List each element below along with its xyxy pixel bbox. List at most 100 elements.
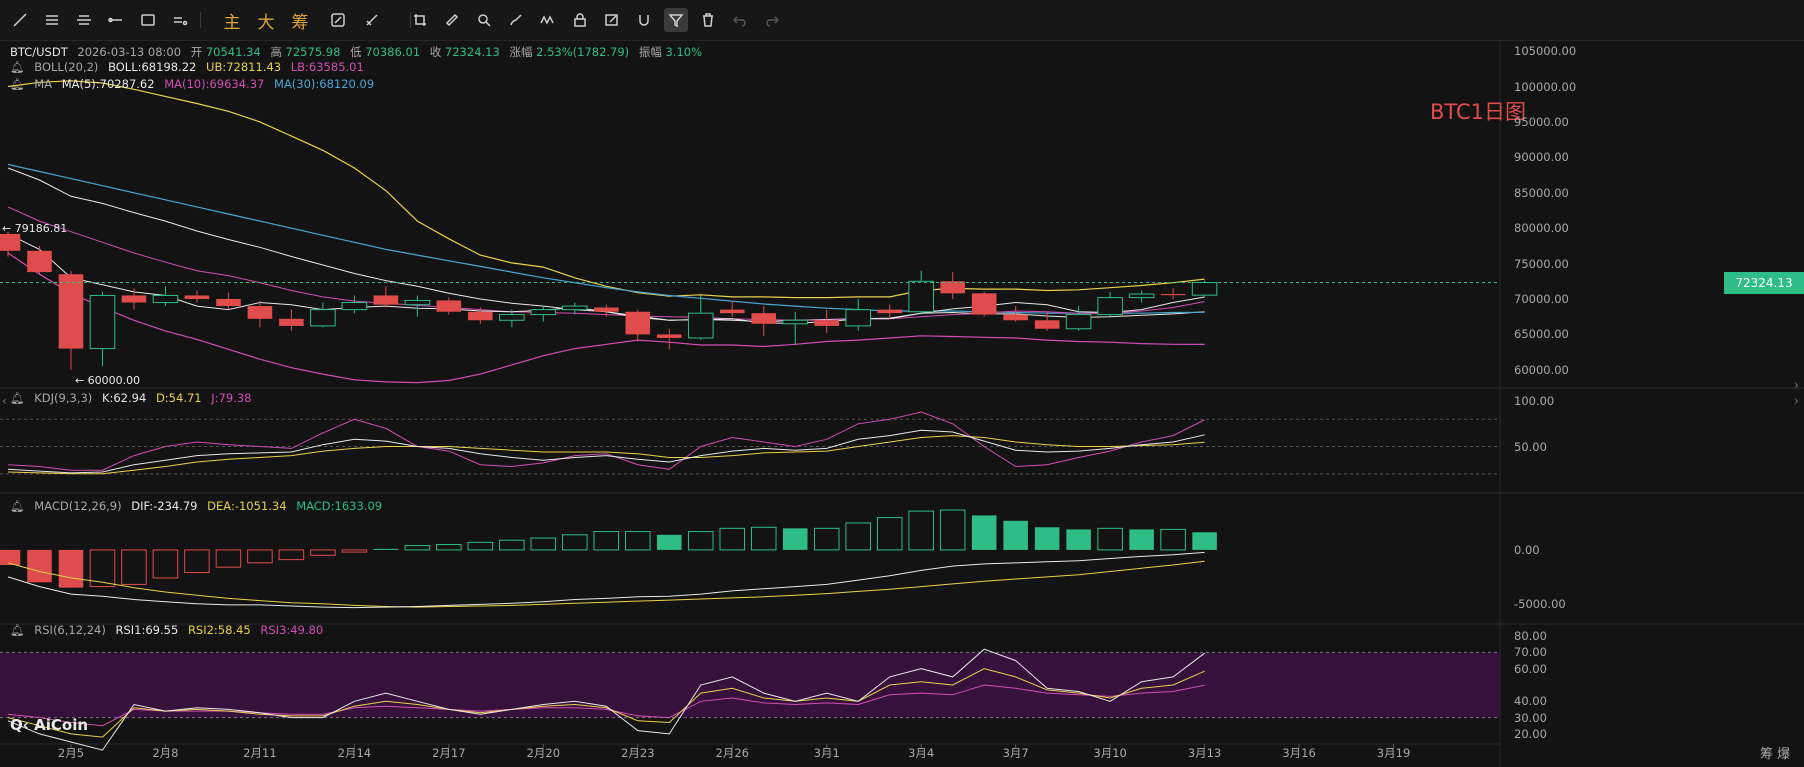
candle-body (58, 274, 84, 349)
open-label: 开 70541.34 (190, 45, 261, 59)
collapse-left-icon[interactable]: ‹ (2, 394, 7, 408)
candle-body (341, 302, 368, 311)
candle-body (184, 295, 210, 299)
price-axis-tick: 70.00 (1514, 645, 1547, 660)
zoom-icon[interactable] (472, 8, 496, 32)
extreme-price-mark: ← 60000.00 (75, 374, 140, 387)
ma5-value: MA(5):70287.62 (61, 77, 155, 91)
macd-histogram-bar (215, 549, 242, 568)
bell-icon[interactable]: 🔔︎ (10, 499, 25, 513)
scroll-right-icon[interactable]: › (1794, 378, 1799, 392)
macd-dea-value: DEA:-1051.34 (207, 499, 287, 513)
horizontal-lines-icon[interactable] (40, 8, 64, 32)
candle-body (971, 293, 997, 315)
kdj-name[interactable]: KDJ(9,3,3) (34, 391, 93, 405)
price-axis-tick: 70000.00 (1514, 292, 1569, 306)
macd-histogram-bar (845, 522, 871, 551)
price-axis-tick: 80000.00 (1514, 221, 1569, 236)
pattern-icon[interactable] (536, 8, 560, 32)
horizontal-ray-icon[interactable] (104, 8, 128, 32)
rsi-name[interactable]: RSI(6,12,24) (34, 623, 106, 637)
kdj-d-value: D:54.71 (155, 391, 202, 405)
macd-histogram-bar (1034, 527, 1060, 550)
bell-icon[interactable]: 🔔︎ (10, 60, 25, 74)
copy-icon[interactable] (408, 8, 432, 32)
rsi3-line (7, 684, 1205, 727)
boll-lb-line (7, 252, 1205, 384)
rsi3-value: RSI3:49.80 (260, 623, 324, 637)
candle-body (436, 300, 462, 312)
chart-annotation[interactable]: BTC1日图 (1430, 100, 1527, 124)
macd-histogram-bar (1160, 528, 1186, 551)
rsi-legend: 🔔︎ RSI(6,12,24) RSI1:69.55 RSI2:58.45 RS… (10, 623, 329, 637)
boll-name[interactable]: BOLL(20,2) (34, 60, 99, 74)
candle-body (1191, 282, 1218, 296)
ruler-icon[interactable] (440, 8, 464, 32)
macd-histogram-bar (341, 549, 368, 553)
macd-histogram-bar (530, 537, 557, 551)
price-axis-tick: 60000.00 (1514, 362, 1569, 377)
candle-body (562, 305, 588, 311)
candle-body (1097, 297, 1123, 316)
price-chart[interactable]: ← 79186.81 ← 60000.00 (0, 40, 1804, 767)
candle-body (1160, 294, 1186, 296)
main-indicator[interactable]: 主 (223, 12, 241, 33)
time-axis-tick: 2月26 (715, 746, 749, 760)
macd-hist-value: MACD:1633.09 (296, 499, 383, 513)
footer-tabs[interactable]: 筹 爆 (1760, 747, 1791, 762)
filter-icon[interactable] (664, 8, 688, 32)
logo-mark-icon: Q‹ (10, 716, 29, 734)
macd-histogram-bar (719, 527, 746, 551)
macd-histogram-bar (467, 541, 494, 551)
time-axis-tick: 3月13 (1187, 746, 1222, 760)
time-axis-tick: 2月14 (337, 746, 372, 760)
rectangle-icon[interactable] (136, 8, 160, 32)
price-axis-tick: 80.00 (1514, 629, 1547, 644)
undo-icon[interactable] (728, 8, 752, 32)
candle-body (1128, 293, 1155, 299)
price-axis-tick: 40.00 (1514, 694, 1547, 709)
bell-icon[interactable]: 🔔︎ (10, 391, 25, 405)
more-shapes-icon[interactable] (168, 8, 192, 32)
macd-histogram-bar (939, 509, 966, 551)
parallel-lines-icon[interactable] (72, 8, 96, 32)
symbol-label[interactable]: BTC/USDT (10, 45, 68, 59)
time-axis-tick: 2月20 (526, 746, 561, 760)
macd-histogram-bar (656, 534, 682, 550)
trend-line-icon[interactable] (8, 8, 32, 32)
macd-histogram-bar (27, 549, 52, 583)
measure-icon[interactable] (360, 8, 384, 32)
collapse-right-icon[interactable]: › (1794, 394, 1799, 408)
price-axis-tick: 100.00 (1514, 394, 1555, 409)
rsi2-value: RSI2:58.45 (187, 623, 251, 637)
edit-icon[interactable] (600, 8, 624, 32)
bell-icon[interactable]: 🔔︎ (10, 77, 25, 91)
chips[interactable]: 筹 (291, 12, 309, 33)
time-axis-tick: 2月5 (57, 746, 85, 760)
redo-icon[interactable] (760, 8, 784, 32)
candle-body (656, 334, 682, 338)
macd-histogram-bar (278, 549, 305, 561)
price-axis-tick: -5000.00 (1514, 596, 1566, 611)
price-axis-tick: 20.00 (1514, 726, 1547, 741)
candle-body (0, 233, 21, 251)
datetime-label: 2026-03-13 08:00 (77, 45, 182, 59)
candle-body (121, 295, 147, 303)
macd-name[interactable]: MACD(12,26,9) (34, 499, 122, 513)
macd-histogram-bar (625, 531, 651, 551)
compare-icon[interactable] (326, 8, 350, 32)
boll-ub-value: UB:72811.43 (206, 60, 282, 74)
candle-body (247, 306, 273, 319)
magnet-icon[interactable] (632, 8, 656, 32)
delete-icon[interactable] (696, 8, 720, 32)
ma-name[interactable]: MA (34, 77, 53, 91)
macd-histogram-bar (1003, 520, 1028, 550)
big-order[interactable]: 大 (257, 12, 275, 33)
lock-icon[interactable] (568, 8, 592, 32)
brush-icon[interactable] (504, 8, 528, 32)
bell-icon[interactable]: 🔔︎ (10, 623, 25, 637)
time-axis-tick: 3月1 (813, 746, 840, 760)
rsi1-line (7, 648, 1205, 751)
macd-histogram-bar (782, 528, 808, 550)
macd-histogram-bar (58, 549, 84, 588)
